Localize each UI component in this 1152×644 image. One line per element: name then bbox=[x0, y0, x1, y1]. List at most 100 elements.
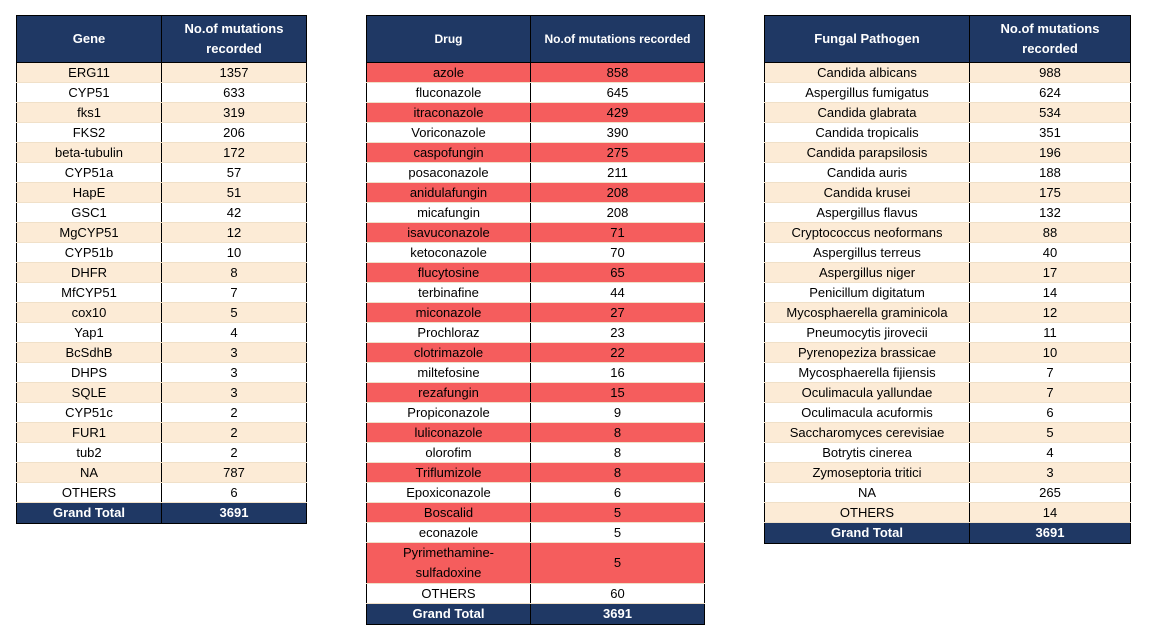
row-label-cell: NA bbox=[764, 482, 970, 503]
column-header-gene: Gene bbox=[16, 15, 162, 63]
row-count-cell: 70 bbox=[530, 242, 705, 263]
table-row: Pyrimethamine-sulfadoxine 5 bbox=[366, 542, 705, 584]
row-label-cell: micafungin bbox=[366, 202, 531, 223]
table-header-row: Drug No.of mutations recorded bbox=[366, 15, 705, 63]
row-label-cell: MgCYP51 bbox=[16, 222, 162, 243]
row-count-cell: 208 bbox=[530, 182, 705, 203]
row-count-cell: 3 bbox=[161, 362, 307, 383]
row-count-cell: 42 bbox=[161, 202, 307, 223]
row-label-cell: DHFR bbox=[16, 262, 162, 283]
row-count-cell: 5 bbox=[969, 422, 1131, 443]
row-label-cell: econazole bbox=[366, 522, 531, 543]
row-label-cell: MfCYP51 bbox=[16, 282, 162, 303]
table-row: Aspergillus niger 17 bbox=[764, 262, 1131, 283]
row-label-cell: cox10 bbox=[16, 302, 162, 323]
table-row: OTHERS 60 bbox=[366, 583, 705, 604]
table-row: FKS2 206 bbox=[16, 122, 307, 143]
table-row: cox10 5 bbox=[16, 302, 307, 323]
table-row: Candida glabrata 534 bbox=[764, 102, 1131, 123]
row-count-cell: 51 bbox=[161, 182, 307, 203]
row-count-cell: 6 bbox=[161, 482, 307, 503]
row-label-cell: clotrimazole bbox=[366, 342, 531, 363]
column-header-drug: Drug bbox=[366, 15, 531, 63]
row-label-cell: posaconazole bbox=[366, 162, 531, 183]
row-count-cell: 9 bbox=[530, 402, 705, 423]
row-count-cell: 3 bbox=[161, 382, 307, 403]
table-row: miltefosine 16 bbox=[366, 362, 705, 383]
table-row: Pyrenopeziza brassicae 10 bbox=[764, 342, 1131, 363]
table-row: Voriconazole 390 bbox=[366, 122, 705, 143]
row-label-cell: CYP51b bbox=[16, 242, 162, 263]
row-label-cell: Voriconazole bbox=[366, 122, 531, 143]
row-count-cell: 57 bbox=[161, 162, 307, 183]
table-row: micafungin 208 bbox=[366, 202, 705, 223]
table-row: isavuconazole 71 bbox=[366, 222, 705, 243]
row-count-cell: 14 bbox=[969, 502, 1131, 523]
table-row: caspofungin 275 bbox=[366, 142, 705, 163]
row-count-cell: 44 bbox=[530, 282, 705, 303]
row-count-cell: 2 bbox=[161, 422, 307, 443]
row-count-cell: 534 bbox=[969, 102, 1131, 123]
row-label-cell: terbinafine bbox=[366, 282, 531, 303]
table-row: beta-tubulin 172 bbox=[16, 142, 307, 163]
row-count-cell: 429 bbox=[530, 102, 705, 123]
table-row: terbinafine 44 bbox=[366, 282, 705, 303]
row-count-cell: 7 bbox=[161, 282, 307, 303]
row-count-cell: 16 bbox=[530, 362, 705, 383]
table-row: Candida krusei 175 bbox=[764, 182, 1131, 203]
row-count-cell: 858 bbox=[530, 62, 705, 83]
row-count-cell: 10 bbox=[161, 242, 307, 263]
row-count-cell: 14 bbox=[969, 282, 1131, 303]
row-label-cell: FUR1 bbox=[16, 422, 162, 443]
row-label-cell: Aspergillus fumigatus bbox=[764, 82, 970, 103]
row-label-cell: HapE bbox=[16, 182, 162, 203]
table-row: SQLE 3 bbox=[16, 382, 307, 403]
table-row: Aspergillus flavus 132 bbox=[764, 202, 1131, 223]
table-row: Epoxiconazole 6 bbox=[366, 482, 705, 503]
row-label-cell: DHPS bbox=[16, 362, 162, 383]
table-row: miconazole 27 bbox=[366, 302, 705, 323]
row-count-cell: 40 bbox=[969, 242, 1131, 263]
table-row: clotrimazole 22 bbox=[366, 342, 705, 363]
row-count-cell: 2 bbox=[161, 402, 307, 423]
row-label-cell: olorofim bbox=[366, 442, 531, 463]
row-count-cell: 4 bbox=[161, 322, 307, 343]
row-count-cell: 787 bbox=[161, 462, 307, 483]
row-count-cell: 275 bbox=[530, 142, 705, 163]
column-header-count: No.of mutations recorded bbox=[969, 15, 1131, 63]
row-label-cell: Candida parapsilosis bbox=[764, 142, 970, 163]
table-row: ketoconazole 70 bbox=[366, 242, 705, 263]
row-count-cell: 12 bbox=[161, 222, 307, 243]
row-label-cell: Zymoseptoria tritici bbox=[764, 462, 970, 483]
row-label-cell: rezafungin bbox=[366, 382, 531, 403]
table-row: Mycosphaerella fijiensis 7 bbox=[764, 362, 1131, 383]
row-count-cell: 633 bbox=[161, 82, 307, 103]
table-row: Pneumocytis jirovecii 11 bbox=[764, 322, 1131, 343]
row-count-cell: 8 bbox=[530, 442, 705, 463]
table-row: Mycosphaerella graminicola 12 bbox=[764, 302, 1131, 323]
row-label-cell: fluconazole bbox=[366, 82, 531, 103]
row-label-cell: Saccharomyces cerevisiae bbox=[764, 422, 970, 443]
row-count-cell: 6 bbox=[969, 402, 1131, 423]
row-label-cell: Botrytis cinerea bbox=[764, 442, 970, 463]
row-count-cell: 265 bbox=[969, 482, 1131, 503]
table-row: Candida parapsilosis 196 bbox=[764, 142, 1131, 163]
row-label-cell: azole bbox=[366, 62, 531, 83]
table-row: Aspergillus fumigatus 624 bbox=[764, 82, 1131, 103]
table-row: Botrytis cinerea 4 bbox=[764, 442, 1131, 463]
row-label-cell: isavuconazole bbox=[366, 222, 531, 243]
row-label-cell: Pneumocytis jirovecii bbox=[764, 322, 970, 343]
grand-total-row: Grand Total 3691 bbox=[764, 522, 1131, 544]
row-label-cell: Pyrenopeziza brassicae bbox=[764, 342, 970, 363]
table-row: Candida auris 188 bbox=[764, 162, 1131, 183]
table-row: NA 265 bbox=[764, 482, 1131, 503]
row-count-cell: 7 bbox=[969, 362, 1131, 383]
table-row: azole 858 bbox=[366, 62, 705, 83]
table-row: econazole 5 bbox=[366, 522, 705, 543]
row-count-cell: 988 bbox=[969, 62, 1131, 83]
row-count-cell: 1357 bbox=[161, 62, 307, 83]
drug-mutations-table: Drug No.of mutations recorded azole 858 fl… bbox=[366, 15, 705, 625]
row-count-cell: 5 bbox=[161, 302, 307, 323]
table-row: posaconazole 211 bbox=[366, 162, 705, 183]
table-row: Boscalid 5 bbox=[366, 502, 705, 523]
